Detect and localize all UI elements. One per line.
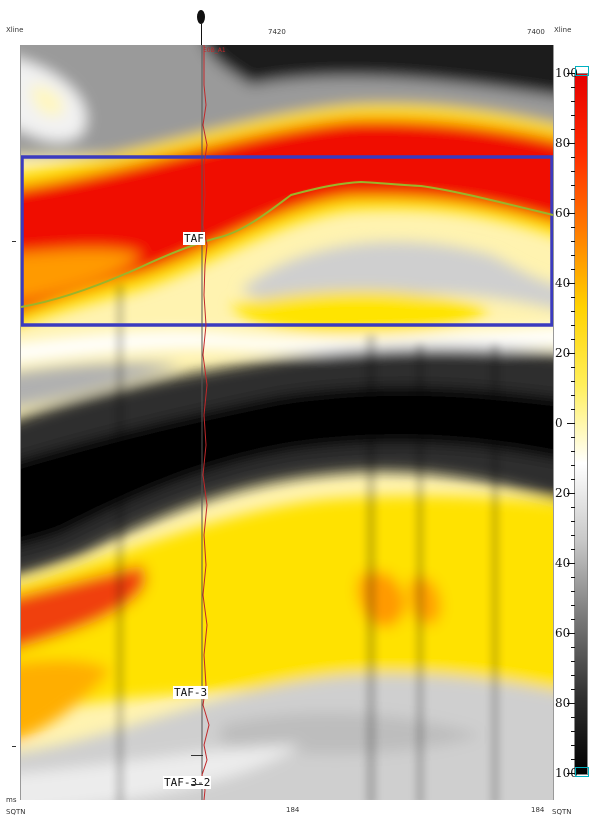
colorbar-tick	[567, 213, 575, 214]
left-axis-tick	[12, 241, 16, 242]
crossline-number-right: 7400	[527, 28, 545, 36]
horizon-tick-b	[191, 784, 203, 785]
colorbar-tick	[567, 703, 575, 704]
seismic-image	[21, 45, 553, 800]
colorbar-tick	[571, 409, 575, 410]
colorbar-header-label: Xline	[554, 26, 572, 34]
colorbar-tick	[567, 143, 575, 144]
colorbar-tick	[567, 493, 575, 494]
selection-box[interactable]	[21, 155, 553, 327]
colorbar-tick	[567, 353, 575, 354]
crossline-number-center: 7420	[268, 28, 286, 36]
colorbar-tick	[571, 115, 575, 116]
colorbar-tick	[571, 437, 575, 438]
colorbar-tick	[571, 297, 575, 298]
colorbar-tick	[571, 647, 575, 648]
colorbar-tick	[571, 381, 575, 382]
colorbar-tick	[571, 535, 575, 536]
colorbar-tick	[571, 87, 575, 88]
colorbar-tick	[571, 101, 575, 102]
colorbar-top-handle[interactable]	[575, 66, 589, 76]
colorbar-tick-label: 80	[555, 696, 571, 710]
horizon-tick-a	[191, 755, 203, 756]
colorbar-tick	[571, 465, 575, 466]
colorbar-tick-label: 40	[555, 556, 571, 570]
colorbar-tick	[571, 129, 575, 130]
colorbar-tick-label: 80	[555, 136, 571, 150]
taf-horizon-line[interactable]	[21, 180, 553, 308]
colorbar-tick	[571, 507, 575, 508]
colorbar-tick	[571, 199, 575, 200]
horizon-label-taf: TAF	[183, 232, 205, 245]
well-name-tag: E0B_A1	[203, 47, 226, 54]
colorbar-tick	[571, 367, 575, 368]
well-log-curve	[201, 45, 210, 800]
colorbar-tick-label: 60	[555, 626, 571, 640]
colorbar-tick	[571, 171, 575, 172]
colorbar-tick	[571, 227, 575, 228]
colorbar-tick-label: 20	[555, 346, 571, 360]
footer-left-label: SQTN	[6, 808, 26, 816]
colorbar-tick-label: 100	[555, 766, 578, 780]
colorbar-tick	[571, 689, 575, 690]
colorbar-tick	[571, 577, 575, 578]
colorbar-tick	[571, 619, 575, 620]
colorbar-tick	[567, 73, 575, 74]
colorbar-footer-label: SQTN	[552, 808, 572, 816]
colorbar-tick	[571, 759, 575, 760]
colorbar-tick	[567, 423, 575, 424]
colorbar-tick	[567, 563, 575, 564]
colorbar-tick	[571, 255, 575, 256]
colorbar-bottom-handle[interactable]	[575, 767, 589, 777]
colorbar-tick	[567, 283, 575, 284]
colorbar-tick-label: 60	[555, 206, 571, 220]
colorbar-tick	[571, 339, 575, 340]
colorbar-tick	[571, 157, 575, 158]
well-marker-icon[interactable]	[197, 10, 205, 24]
colorbar-tick-label: 0	[555, 416, 563, 430]
colorbar-tick	[571, 675, 575, 676]
colorbar-tick	[567, 773, 575, 774]
footer-center-label: 184	[286, 806, 300, 814]
colorbar-tick	[567, 633, 575, 634]
colorbar-tick-label: 100	[555, 66, 578, 80]
colorbar-tick	[571, 185, 575, 186]
well-marker-stem	[201, 24, 202, 46]
footer-right-label: 184	[531, 806, 545, 814]
colorbar-tick	[571, 325, 575, 326]
colorbar-tick	[571, 549, 575, 550]
horizon-label-taf-3: TAF-3	[173, 686, 209, 699]
colorbar-tick	[571, 717, 575, 718]
amplitude-colorbar[interactable]: 100 80 60 40 20 0 20 40 60 80 100	[553, 45, 590, 800]
colorbar-gradient	[574, 73, 588, 775]
colorbar-tick	[571, 731, 575, 732]
colorbar-tick	[571, 661, 575, 662]
colorbar-tick	[571, 451, 575, 452]
colorbar-tick	[571, 479, 575, 480]
inline-axis-label-left: Xline	[6, 26, 24, 34]
colorbar-tick	[571, 311, 575, 312]
colorbar-tick	[571, 241, 575, 242]
colorbar-tick	[571, 745, 575, 746]
time-unit-label: ms	[6, 796, 17, 804]
colorbar-tick	[571, 591, 575, 592]
colorbar-tick	[571, 269, 575, 270]
colorbar-tick-label: 20	[555, 486, 571, 500]
colorbar-tick-label: 40	[555, 276, 571, 290]
seismic-section[interactable]: TAF TAF-3 TAF-3-2 E0B_A1	[20, 45, 554, 800]
left-axis-tick	[12, 746, 16, 747]
colorbar-tick	[571, 521, 575, 522]
colorbar-tick	[571, 605, 575, 606]
colorbar-tick	[571, 395, 575, 396]
horizon-label-taf-3-2: TAF-3-2	[163, 776, 212, 789]
